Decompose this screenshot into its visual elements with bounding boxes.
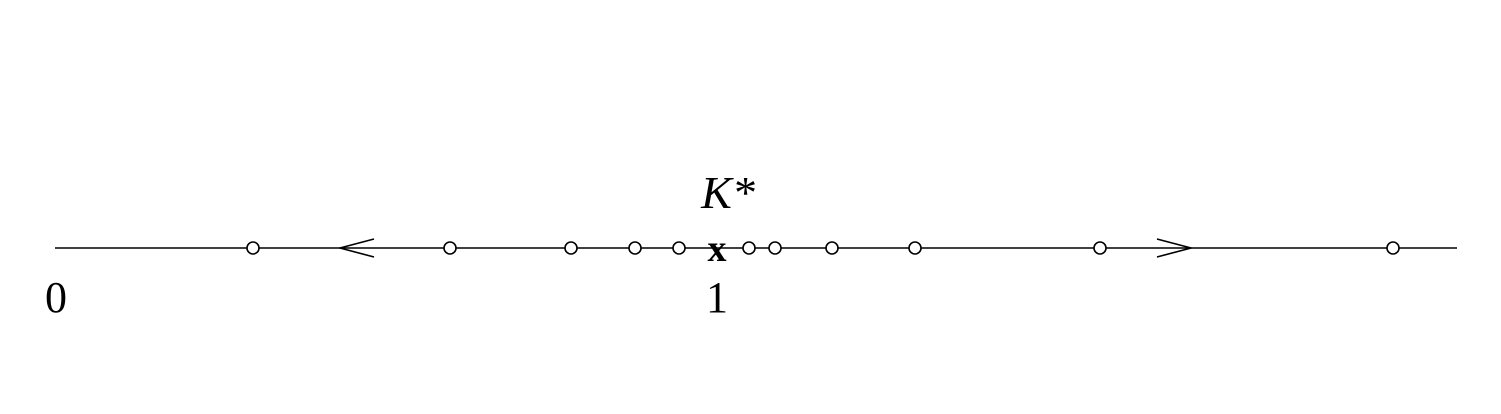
orbit-point	[628, 241, 642, 255]
orbit-point	[768, 241, 782, 255]
right-flow-arrow	[1156, 238, 1195, 258]
orbit-point	[564, 241, 578, 255]
orbit-point	[825, 241, 839, 255]
unit-label: 1	[706, 273, 728, 322]
orbit-point	[672, 241, 686, 255]
fixed-point-label: K*	[700, 167, 755, 218]
orbit-points	[246, 241, 1400, 255]
origin-label: 0	[45, 273, 67, 322]
orbit-point	[443, 241, 457, 255]
orbit-point	[1386, 241, 1400, 255]
fixed-point-marker: x	[708, 228, 727, 270]
orbit-point	[246, 241, 260, 255]
orbit-point	[908, 241, 922, 255]
orbit-point	[1093, 241, 1107, 255]
orbit-point	[742, 241, 756, 255]
left-flow-arrow	[336, 238, 375, 258]
